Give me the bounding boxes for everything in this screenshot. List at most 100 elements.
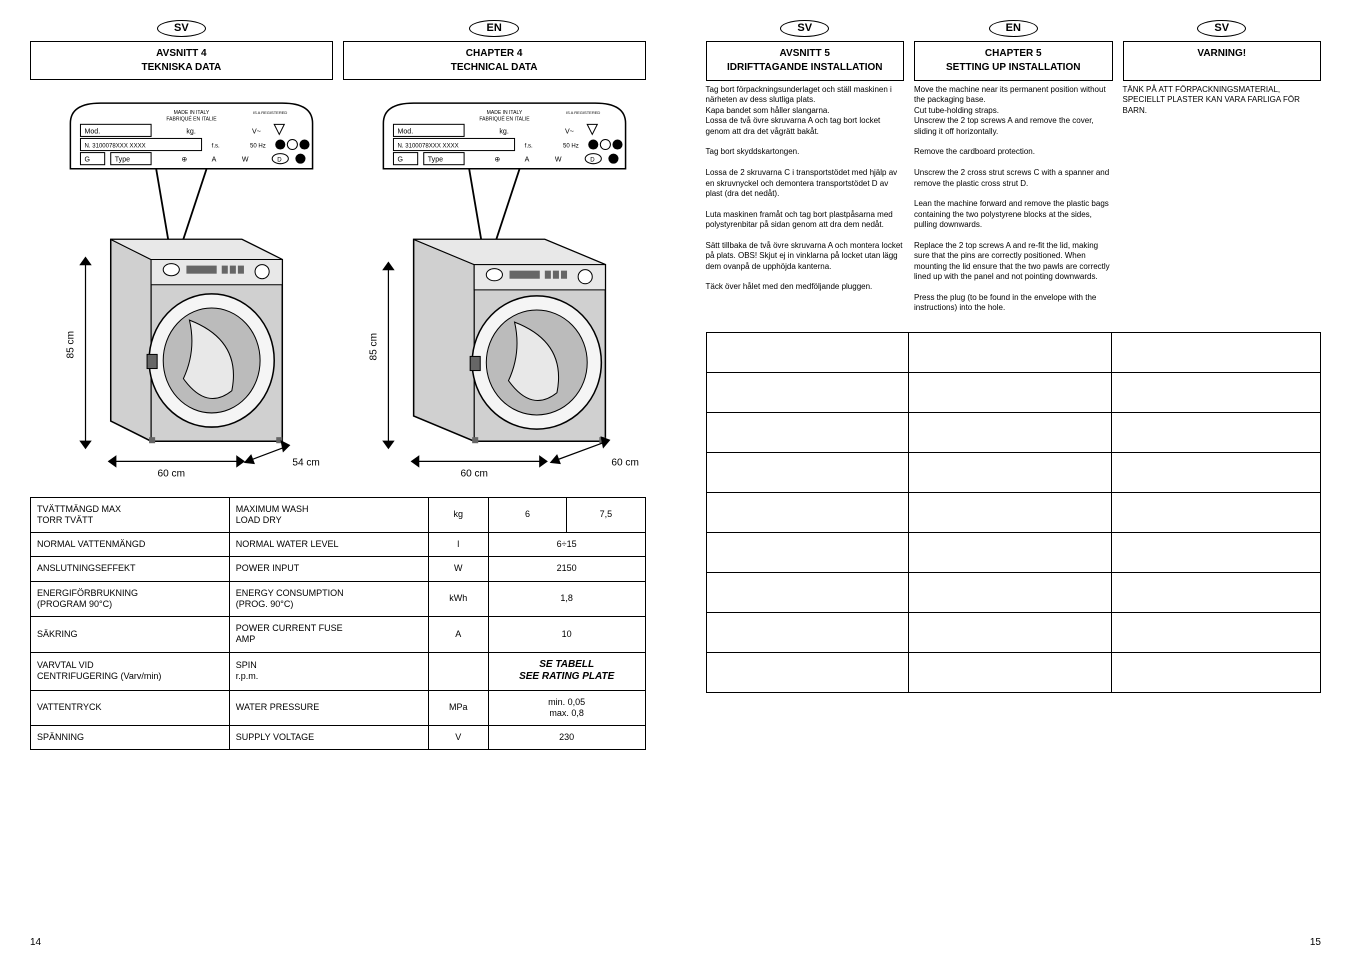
cell-label-sv: ANSLUTNINGSEFFEKT <box>31 557 230 581</box>
cell-val-merged: 230 <box>488 726 645 750</box>
cell <box>1112 572 1321 612</box>
chapter-box: AVSNITT 5 IDRIFTTAGANDE INSTALLATION <box>706 41 905 81</box>
table-row: VARVTAL VIDCENTRIFUGERING (Varv/min)SPIN… <box>31 652 646 690</box>
chapter-title: VARNING! <box>1132 48 1313 59</box>
cell-rating-plate: SE TABELLSEE RATING PLATE <box>488 652 645 690</box>
lang-block-sv: SV AVSNITT 4 TEKNISKA DATA <box>30 20 333 80</box>
washing-machine-diagram: MADE IN ITALY FABRIQUÉ EN ITALIE IS A RE… <box>30 88 333 482</box>
chapter-box: VARNING! <box>1123 41 1322 81</box>
table-row <box>706 572 1321 612</box>
cell <box>706 332 909 372</box>
body-text: Tag bort förpackningsunderlaget och stäl… <box>706 81 905 293</box>
cell <box>909 412 1112 452</box>
svg-text:A: A <box>524 157 529 164</box>
plate-mod: Mod. <box>84 128 100 135</box>
cell <box>909 652 1112 692</box>
cell-label-en: POWER CURRENT FUSEAMP <box>229 617 428 653</box>
plate-kg: kg. <box>186 128 195 135</box>
svg-text:V~: V~ <box>565 128 574 135</box>
spec-table-right <box>706 332 1322 693</box>
table-row <box>706 612 1321 652</box>
cell <box>1112 532 1321 572</box>
right-page: SV AVSNITT 5 IDRIFTTAGANDE INSTALLATION … <box>676 0 1351 954</box>
lang-block-2: SV VARNING! TÄNK PÅ ATT FÖRPACKNINGSMATE… <box>1123 20 1322 314</box>
cell-label-sv: VATTENTRYCK <box>31 690 230 726</box>
diagram-left: MADE IN ITALY FABRIQUÉ EN ITALIE IS A RE… <box>30 88 333 485</box>
chapter-title: CHAPTER 4 <box>352 48 637 59</box>
cell <box>909 572 1112 612</box>
cell <box>1112 612 1321 652</box>
rating-plate: MADE IN ITALY FABRIQUÉ EN ITALIE IS A RE… <box>70 103 312 169</box>
plate-d: D <box>277 158 282 164</box>
washing-machine-icon <box>111 239 283 443</box>
cell <box>1112 372 1321 412</box>
cell <box>1112 652 1321 692</box>
table-row <box>706 372 1321 412</box>
table-row: TVÄTTMÄNGD MAXTORR TVÄTTMAXIMUM WASHLOAD… <box>31 497 646 533</box>
spec-tbody-left: TVÄTTMÄNGD MAXTORR TVÄTTMAXIMUM WASHLOAD… <box>31 497 646 750</box>
body-text: Move the machine near its permanent posi… <box>914 81 1113 314</box>
washing-machine-diagram: MADE IN ITALY FABRIQUÉ EN ITALIE IS A RE… <box>343 88 646 482</box>
cell-label-en: SPINr.p.m. <box>229 652 428 690</box>
cell-unit: W <box>428 557 488 581</box>
svg-text:N. 3100078XXX XXXX: N. 3100078XXX XXXX <box>397 144 458 150</box>
table-row <box>706 452 1321 492</box>
cell <box>1112 412 1321 452</box>
cell <box>706 652 909 692</box>
plate-a: A <box>212 157 217 164</box>
right-lang-row: SV AVSNITT 5 IDRIFTTAGANDE INSTALLATION … <box>706 20 1322 314</box>
svg-text:IS A REGISTERED: IS A REGISTERED <box>566 110 600 115</box>
lang-badge: EN <box>343 20 646 37</box>
plate-n: N. 3100078XXX XXXX <box>84 144 145 150</box>
svg-text:kg.: kg. <box>499 128 508 135</box>
plate-fs: f.s. <box>212 144 220 150</box>
svg-text:W: W <box>555 157 562 164</box>
plate-hz: 50 Hz <box>250 144 266 150</box>
plate-line2: FABRIQUÉ EN ITALIE <box>166 115 217 122</box>
lang-badge: EN <box>914 20 1113 37</box>
washing-machine-icon <box>413 239 605 443</box>
table-row: VATTENTRYCKWATER PRESSUREMPamin. 0,05max… <box>31 690 646 726</box>
lang-code: SV <box>157 20 206 37</box>
table-row <box>706 532 1321 572</box>
lang-code: SV <box>1197 20 1246 37</box>
cell-val-merged: 1,8 <box>488 581 645 617</box>
cell <box>706 452 909 492</box>
left-lang-row: SV AVSNITT 4 TEKNISKA DATA EN CHAPTER 4 … <box>30 20 646 80</box>
table-row: ANSLUTNINGSEFFEKTPOWER INPUTW2150 <box>31 557 646 581</box>
lang-code: EN <box>469 20 518 37</box>
cell-val-merged: min. 0,05max. 0,8 <box>488 690 645 726</box>
svg-text:G: G <box>397 157 402 164</box>
svg-text:85 cm: 85 cm <box>368 333 379 360</box>
table-row: SPÄNNINGSUPPLY VOLTAGEV230 <box>31 726 646 750</box>
dim-height: 85 cm <box>65 331 76 358</box>
diagram-right: MADE IN ITALY FABRIQUÉ EN ITALIE IS A RE… <box>343 88 646 485</box>
chapter-title: CHAPTER 5 <box>923 48 1104 59</box>
plate-w: W <box>242 157 249 164</box>
table-row <box>706 332 1321 372</box>
cell <box>1112 452 1321 492</box>
cell <box>706 412 909 452</box>
svg-text:⊕: ⊕ <box>494 157 500 164</box>
dim-depth: 54 cm <box>292 457 319 468</box>
lang-badge: SV <box>1123 20 1322 37</box>
cell <box>909 372 1112 412</box>
svg-text:Type: Type <box>428 157 443 164</box>
plate-g: G <box>84 157 89 164</box>
cell <box>706 372 909 412</box>
plate-type: Type <box>115 157 130 164</box>
cell-val2: 7,5 <box>567 497 645 533</box>
chapter-subtitle: SETTING UP INSTALLATION <box>946 62 1080 73</box>
cell <box>909 612 1112 652</box>
cell-unit: l <box>428 533 488 557</box>
cell-unit: MPa <box>428 690 488 726</box>
cell-val-merged: 2150 <box>488 557 645 581</box>
page-number: 14 <box>30 937 41 948</box>
cell-label-sv: TVÄTTMÄNGD MAXTORR TVÄTT <box>31 497 230 533</box>
plate-reg: IS A REGISTERED <box>253 110 287 115</box>
cell-label-sv: VARVTAL VIDCENTRIFUGERING (Varv/min) <box>31 652 230 690</box>
lang-badge: SV <box>706 20 905 37</box>
diagram-row: MADE IN ITALY FABRIQUÉ EN ITALIE IS A RE… <box>30 88 646 485</box>
cell-val1: 6 <box>488 497 566 533</box>
chapter-title: AVSNITT 4 <box>39 48 324 59</box>
